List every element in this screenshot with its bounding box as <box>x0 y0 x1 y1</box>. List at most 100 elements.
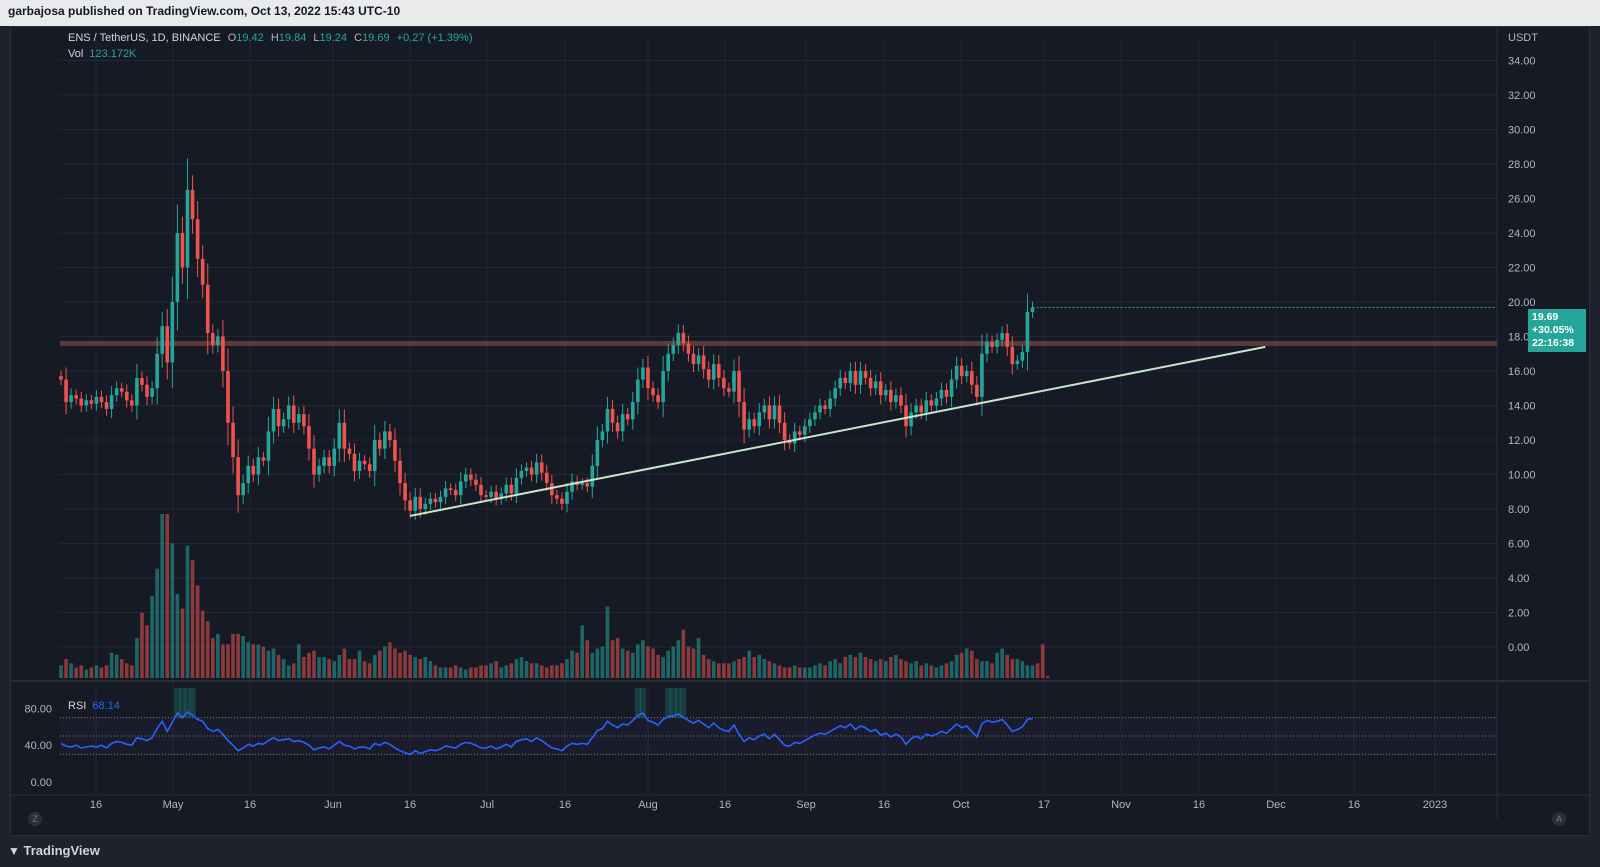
volume-bar <box>863 656 868 678</box>
y-tick-label: 30.00 <box>1508 125 1536 137</box>
candle-body <box>448 488 453 491</box>
x-tick-label: Nov <box>1111 799 1131 811</box>
volume-bar <box>433 665 438 678</box>
volume-bar <box>302 656 306 678</box>
volume-bar <box>114 654 119 678</box>
volume-bar <box>464 669 468 678</box>
volume-bar <box>469 667 473 678</box>
candle-body <box>347 448 352 454</box>
candle-body <box>322 457 326 466</box>
volume-bar <box>1035 663 1040 678</box>
volume-bar <box>985 661 989 678</box>
candle-body <box>145 384 149 397</box>
candle-body <box>565 491 569 504</box>
candle-body <box>160 326 164 354</box>
tradingview-logo[interactable]: ▼ TradingView <box>8 843 100 858</box>
volume-bar <box>205 621 210 678</box>
volume-bar <box>651 648 655 678</box>
last-price: 19.69 <box>1532 311 1559 323</box>
volume-bar <box>964 648 969 678</box>
candle-body <box>413 496 417 511</box>
candle-body <box>109 395 114 409</box>
candle-body <box>863 371 868 378</box>
candle-body <box>560 498 564 504</box>
volume-bar <box>251 644 256 678</box>
volume-bar <box>544 667 549 678</box>
volume-bar <box>732 661 736 678</box>
volume-label[interactable]: Vol <box>68 48 84 60</box>
candle-body <box>114 388 119 396</box>
volume-bar <box>803 667 807 678</box>
candle-body <box>990 341 994 347</box>
candle-body <box>620 414 625 432</box>
candle-body <box>342 422 347 449</box>
volume-bar <box>610 640 615 678</box>
candle-body <box>899 395 903 406</box>
volume-bar <box>808 667 812 678</box>
volume-bar <box>959 652 964 678</box>
candle-body <box>727 388 731 392</box>
volume-bar <box>119 659 124 678</box>
candle-body <box>155 353 159 389</box>
volume-bar <box>383 646 387 678</box>
candle-body <box>433 498 438 503</box>
volume-bar <box>322 656 326 678</box>
y-tick-label: 14.00 <box>1508 401 1536 413</box>
volume-bar <box>124 663 129 678</box>
candle-body <box>59 376 63 380</box>
candle-body <box>630 402 635 420</box>
low-value: 19.24 <box>319 32 348 44</box>
volume-bar <box>585 640 590 678</box>
auto-scale-button[interactable]: A <box>1552 812 1566 826</box>
candle-body <box>636 379 640 403</box>
volume-bar <box>929 665 934 678</box>
x-tick-label: May <box>163 799 184 811</box>
candle-body <box>165 326 170 363</box>
volume-bar <box>894 654 898 678</box>
x-tick-label: Jun <box>324 799 342 811</box>
candle-body <box>1025 312 1030 353</box>
candle-body <box>534 462 539 475</box>
candle-body <box>868 377 873 389</box>
volume-bar <box>772 663 777 678</box>
volume-bar <box>175 593 180 678</box>
volume-bar <box>620 648 625 678</box>
volume-bar <box>529 663 534 678</box>
candle-body <box>140 377 144 385</box>
candle-body <box>1015 360 1020 365</box>
candle-body <box>190 189 195 220</box>
candle-body <box>1005 333 1010 347</box>
volume-bar <box>271 648 276 678</box>
candle-body <box>762 405 767 413</box>
volume-bar <box>787 667 792 678</box>
candle-body <box>539 462 544 473</box>
volume-bar <box>681 629 686 678</box>
candle-body <box>646 367 650 389</box>
candle-body <box>514 477 519 494</box>
candle-body <box>661 371 665 403</box>
volume-bar <box>686 646 691 678</box>
rsi-tick-label: 40.00 <box>24 740 52 752</box>
y-tick-label: 28.00 <box>1508 159 1536 171</box>
volume-bar <box>180 608 185 678</box>
candle-body <box>873 381 878 389</box>
candle-body <box>641 367 645 380</box>
rsi-label[interactable]: RSI <box>68 700 87 712</box>
volume-bar <box>221 644 225 678</box>
symbol-name[interactable]: ENS / TetherUS, 1D, BINANCE <box>68 32 221 44</box>
volume-bar <box>742 656 746 678</box>
candle-body <box>853 371 858 385</box>
candle-body <box>130 400 134 406</box>
volume-bar <box>423 656 428 678</box>
rsi-band-fill <box>60 717 1497 755</box>
volume-bar <box>1040 644 1045 678</box>
candle-body <box>64 379 68 403</box>
candle-body <box>443 488 448 497</box>
volume-bar <box>792 665 797 678</box>
candle-body <box>550 483 554 496</box>
candle-body <box>297 414 301 423</box>
candle-body <box>914 405 918 413</box>
zoom-reset-button[interactable]: Z <box>28 812 42 826</box>
volume-bar <box>99 667 104 678</box>
